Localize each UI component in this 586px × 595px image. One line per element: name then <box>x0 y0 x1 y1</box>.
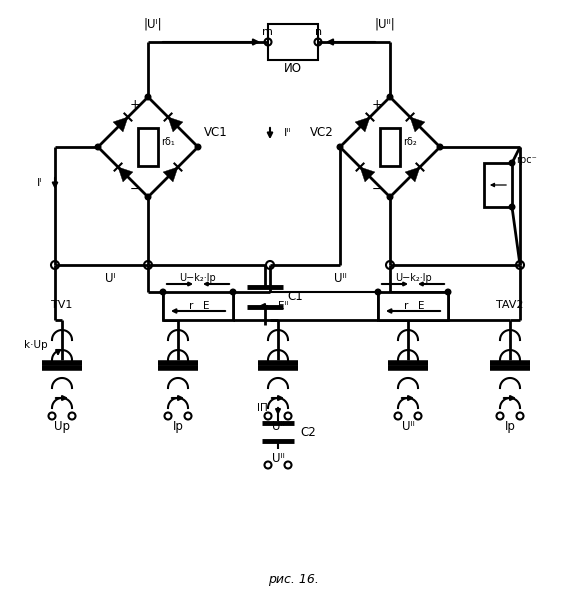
Text: C1: C1 <box>287 290 303 303</box>
Circle shape <box>445 289 451 295</box>
Text: VC2: VC2 <box>310 127 334 139</box>
Text: −: − <box>372 183 382 196</box>
Circle shape <box>337 144 343 150</box>
Text: rδ₁: rδ₁ <box>161 137 175 147</box>
Text: U−k₂·lp: U−k₂·lp <box>394 273 431 283</box>
Text: Eᴵᴵ: Eᴵᴵ <box>278 301 288 311</box>
Polygon shape <box>118 167 133 182</box>
Text: рис. 16.: рис. 16. <box>268 574 318 587</box>
Circle shape <box>387 194 393 200</box>
Text: Uᴵ: Uᴵ <box>105 273 115 286</box>
Text: |Uᴵ|: |Uᴵ| <box>144 17 162 30</box>
Polygon shape <box>168 117 183 132</box>
Text: Iр: Iр <box>172 420 183 433</box>
Polygon shape <box>410 117 425 132</box>
Circle shape <box>145 94 151 100</box>
Text: k·Up: k·Up <box>25 340 48 350</box>
Text: rδ₂: rδ₂ <box>403 137 417 147</box>
Text: Uᴵᴵ: Uᴵᴵ <box>272 453 284 465</box>
Text: IП: IП <box>257 403 268 413</box>
Circle shape <box>145 194 151 200</box>
Text: E: E <box>418 301 424 311</box>
Text: |Uᴵᴵ|: |Uᴵᴵ| <box>374 17 396 30</box>
Circle shape <box>160 289 166 295</box>
Text: r: r <box>404 301 408 311</box>
Text: TAV1: TAV1 <box>164 300 192 310</box>
Circle shape <box>195 144 201 150</box>
Circle shape <box>437 144 443 150</box>
Bar <box>163 292 233 320</box>
Text: C2: C2 <box>300 425 316 439</box>
Polygon shape <box>355 117 370 132</box>
Polygon shape <box>360 167 375 182</box>
Circle shape <box>95 144 101 150</box>
Text: Uᴵᴵ: Uᴵᴵ <box>272 420 284 433</box>
Text: Uᴵᴵ: Uᴵᴵ <box>333 273 346 286</box>
Text: −: − <box>130 183 140 196</box>
Bar <box>138 128 158 166</box>
Bar <box>378 292 448 320</box>
Polygon shape <box>163 167 178 182</box>
Text: TAV2: TAV2 <box>496 300 524 310</box>
Text: r: r <box>189 301 193 311</box>
Text: VC1: VC1 <box>204 127 228 139</box>
Polygon shape <box>113 117 128 132</box>
Text: ИО: ИО <box>284 62 302 76</box>
Text: Uр: Uр <box>54 420 70 433</box>
Circle shape <box>375 289 381 295</box>
Circle shape <box>509 160 515 166</box>
Text: Iᴵᴵ: Iᴵᴵ <box>284 128 291 138</box>
Text: m: m <box>261 27 272 37</box>
Text: n: n <box>315 27 322 37</box>
Bar <box>268 24 318 60</box>
Circle shape <box>230 289 236 295</box>
Text: U−k₂·lp: U−k₂·lp <box>180 273 216 283</box>
Bar <box>380 128 400 166</box>
Polygon shape <box>405 167 420 182</box>
Circle shape <box>387 94 393 100</box>
Text: E: E <box>203 301 209 311</box>
Text: TV1: TV1 <box>52 300 73 310</box>
Text: Uᴵᴵ: Uᴵᴵ <box>401 420 414 433</box>
Text: Iр: Iр <box>505 420 516 433</box>
Text: +: + <box>130 99 140 111</box>
Bar <box>484 163 512 207</box>
Circle shape <box>509 204 515 210</box>
Text: TV2: TV2 <box>397 300 419 310</box>
Text: rрс⁻: rрс⁻ <box>516 155 537 165</box>
Text: +: + <box>372 99 382 111</box>
Text: Iᴵ: Iᴵ <box>36 178 42 188</box>
